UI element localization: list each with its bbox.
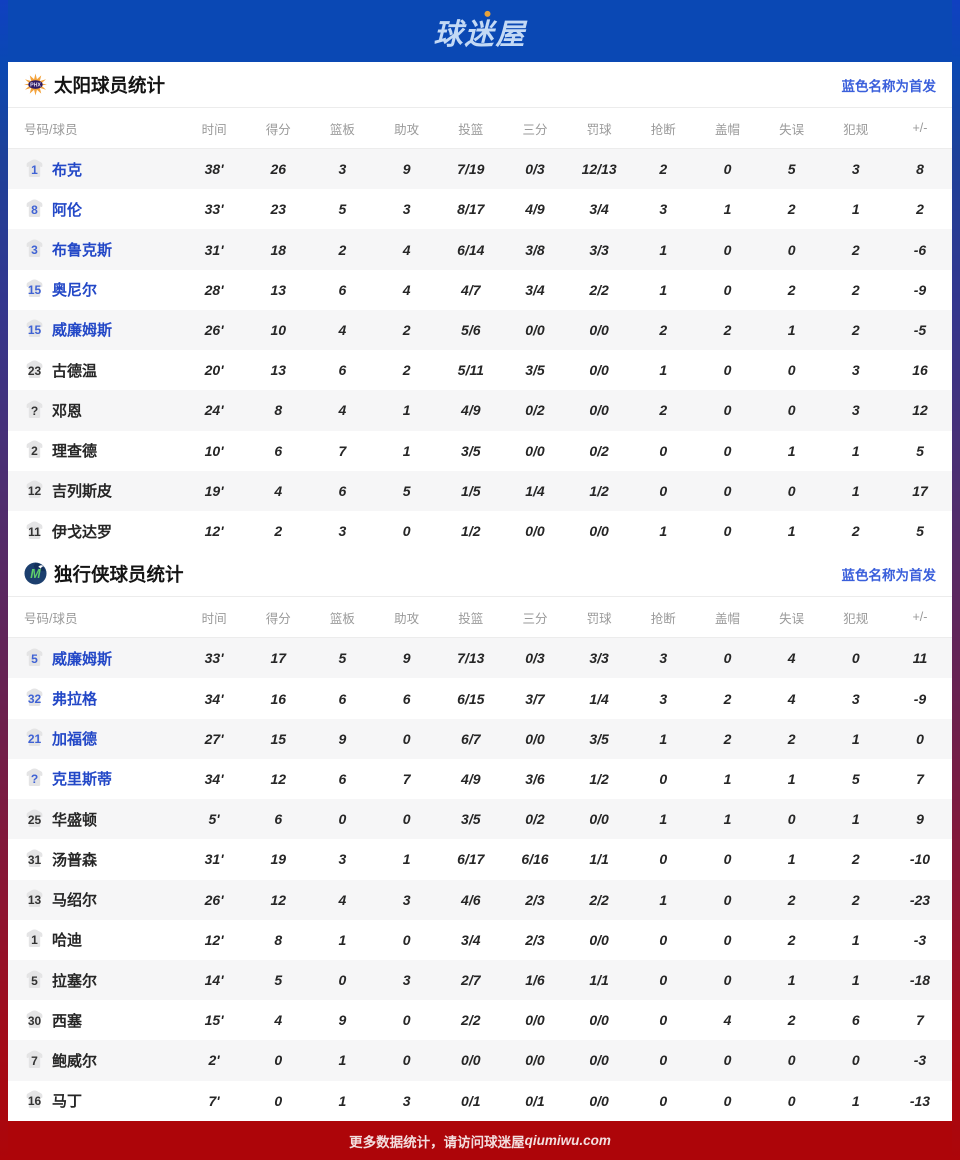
svg-text:PHX: PHX xyxy=(30,82,41,88)
svg-text:M: M xyxy=(30,567,41,581)
